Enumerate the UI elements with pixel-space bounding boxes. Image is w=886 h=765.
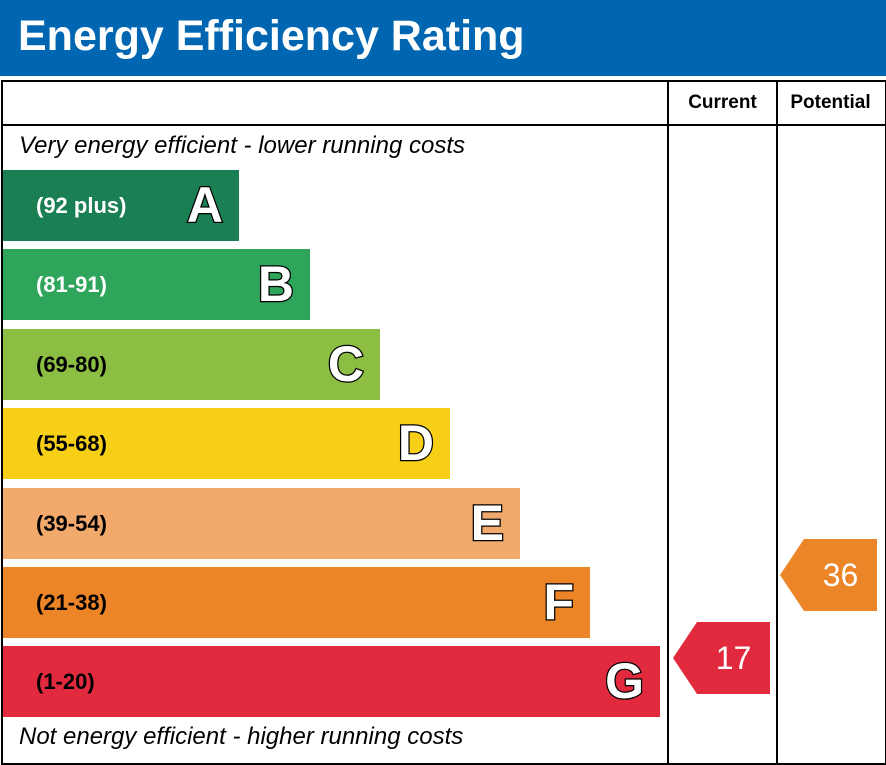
band-range-label: (92 plus): [36, 193, 127, 218]
band-b: (81-91) B: [3, 249, 310, 320]
potential-rating-arrow: 36: [780, 539, 877, 611]
band-range-label: (21-38): [36, 590, 107, 615]
band-letter: F: [542, 573, 575, 632]
band-letter: E: [469, 494, 505, 553]
band-range-label: (1-20): [36, 669, 95, 694]
chart-title: Energy Efficiency Rating: [18, 12, 525, 60]
band-range-label: (81-91): [36, 272, 107, 297]
band-a: (92 plus) A: [3, 170, 239, 241]
column-divider-potential: [776, 80, 778, 763]
bottom-caption: Not energy efficient - higher running co…: [19, 723, 464, 750]
potential-column-header: Potential: [790, 92, 871, 113]
band-letter: C: [327, 335, 366, 394]
band-letter: B: [257, 255, 296, 314]
band-d: (55-68) D: [3, 408, 450, 479]
band-range-label: (55-68): [36, 431, 107, 456]
band-letter: G: [604, 652, 645, 711]
band-c: (69-80) C: [3, 329, 380, 400]
potential-rating-value: 36: [822, 557, 859, 593]
title-bar: Energy Efficiency Rating: [0, 0, 886, 76]
current-arrow-shape: [673, 622, 770, 694]
band-range-label: (69-80): [36, 352, 107, 377]
header-divider: [1, 124, 885, 126]
column-divider-current: [667, 80, 669, 763]
band-letter: D: [397, 414, 436, 473]
band-range-label: (39-54): [36, 511, 107, 536]
current-rating-value: 17: [715, 640, 752, 676]
band-f: (21-38) F: [3, 567, 590, 638]
current-column-header: Current: [688, 92, 757, 113]
band-letter: A: [186, 176, 225, 235]
potential-arrow-shape: [780, 539, 877, 611]
band-g: (1-20) G: [3, 646, 660, 717]
band-e: (39-54) E: [3, 488, 520, 559]
current-rating-arrow: 17: [673, 622, 770, 694]
top-caption: Very energy efficient - lower running co…: [19, 132, 465, 159]
